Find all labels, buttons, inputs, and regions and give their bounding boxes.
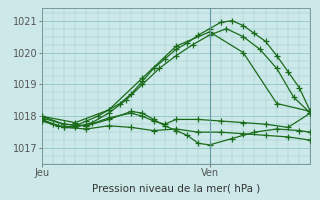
X-axis label: Pression niveau de la mer( hPa ): Pression niveau de la mer( hPa ) [92, 184, 260, 194]
